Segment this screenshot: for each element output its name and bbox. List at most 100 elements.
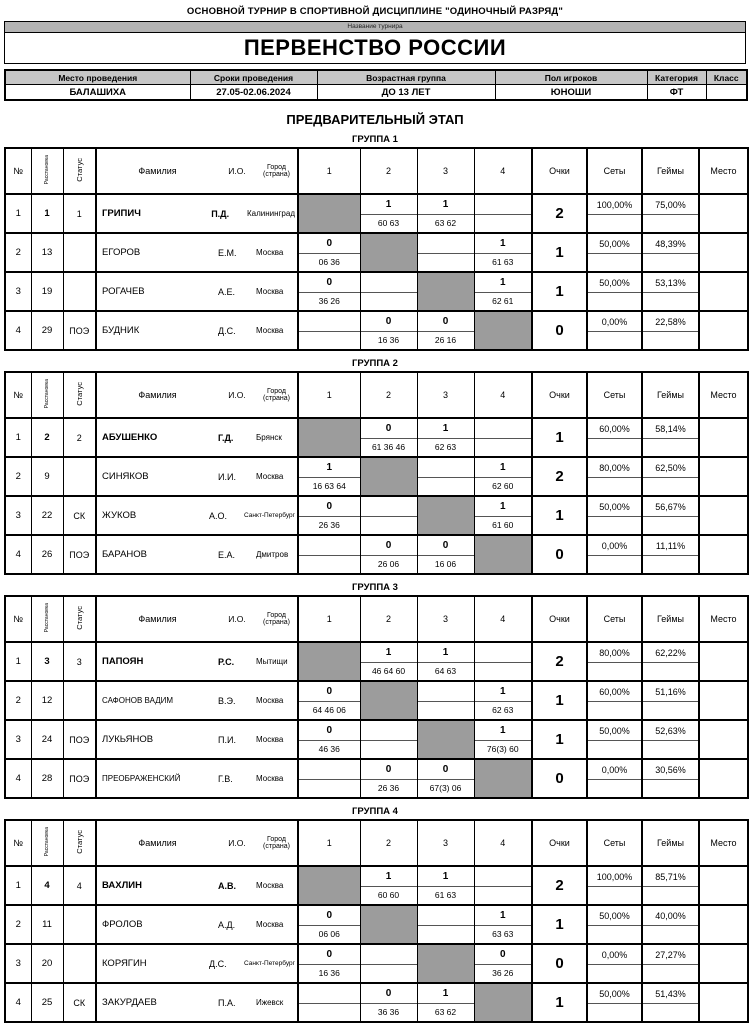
player-place <box>698 680 748 720</box>
match-result <box>418 459 474 478</box>
player-name-parts: БУДНИК Д.С. Москва <box>98 313 297 349</box>
group-title: ГРУППА 4 <box>352 806 398 817</box>
col-header-seeding: Расстановка <box>30 820 63 867</box>
player-city: Брянск <box>256 433 282 442</box>
sets-percent-empty <box>589 439 641 456</box>
match-score: 64 63 <box>434 665 457 676</box>
match-result: 1 <box>475 722 531 741</box>
player-seeding: 4 <box>30 865 63 905</box>
games-percent-empty <box>644 926 698 943</box>
match-result: 1 <box>418 985 474 1004</box>
player-seeding: 13 <box>30 232 63 272</box>
sets-percent-value: 50,00% <box>589 498 641 517</box>
match-score: 62 60 <box>492 480 514 491</box>
match-cell-self <box>359 680 417 720</box>
info-header-age-group: Возрастная группа <box>316 69 496 85</box>
match-result: 1 <box>475 459 531 478</box>
sets-percent-value: 50,00% <box>589 907 641 926</box>
player-number: 4 <box>5 310 31 350</box>
player-name-parts: ЗАКУРДАЕВ П.А. Ижевск <box>98 985 297 1021</box>
player-name-cell: САФОНОВ ВАДИМ В.Э. Москва <box>95 680 298 720</box>
col-header-seeding-label: Расстановка <box>43 827 50 857</box>
player-city: Москва <box>256 881 284 890</box>
player-number: 2 <box>5 680 31 720</box>
player-name-parts: АБУШЕНКО Г.Д. Брянск <box>98 420 297 456</box>
col-header-seeding-label: Расстановка <box>43 603 50 633</box>
player-seeding: 9 <box>30 456 63 496</box>
match-result: 1 <box>418 868 474 887</box>
player-row: 2 9 СИНЯКОВ И.И. Москва 1 16 63 64 1 62 60 2 80,00… <box>5 456 748 496</box>
group-table: № Расстановка Статус Фамилия И.О. Город (стра… <box>4 371 749 575</box>
col-header-initials: И.О. <box>228 166 246 176</box>
match-score: 16 36 <box>377 334 400 345</box>
player-seeding: 20 <box>30 943 63 983</box>
match-score: 26 36 <box>318 519 340 530</box>
col-header-player-parts: Фамилия И.О. Город (страна) <box>98 597 297 640</box>
player-games-percent: 27,27% <box>641 943 699 983</box>
player-seeding: 2 <box>30 417 63 457</box>
player-city: Санкт-Петербург <box>244 960 295 967</box>
player-initials: Е.А. <box>218 549 236 560</box>
match-cell <box>416 904 474 944</box>
games-percent-empty <box>644 741 698 758</box>
col-header-points: Очки <box>531 596 587 643</box>
player-status: 2 <box>62 417 96 457</box>
player-name-parts: РОГАЧЕВ А.Е. Москва <box>98 274 297 310</box>
match-score <box>475 887 531 904</box>
player-name-parts: СИНЯКОВ И.И. Москва <box>98 459 297 495</box>
info-value-venue: БАЛАШИХА <box>4 84 191 101</box>
sets-percent-value: 100,00% <box>589 868 641 887</box>
match-result <box>418 683 474 702</box>
tournament-name: ПЕРВЕНСТВО РОССИИ <box>243 35 507 60</box>
player-seeding: 19 <box>30 271 63 311</box>
sets-percent-value: 60,00% <box>589 420 641 439</box>
sets-percent-value: 80,00% <box>589 459 641 478</box>
games-percent-empty <box>644 702 698 719</box>
col-header-number: № <box>5 372 31 419</box>
games-percent-empty <box>644 556 698 573</box>
match-score: 16 63 64 <box>312 480 346 491</box>
col-header-opponent-4: 4 <box>473 820 532 867</box>
match-cell <box>359 495 417 535</box>
player-row: 3 19 РОГАЧЕВ А.Е. Москва 0 36 26 1 62 61 1 50,00% 5… <box>5 271 748 311</box>
match-score: 60 63 <box>377 217 400 228</box>
match-cell-self <box>416 495 474 535</box>
player-name-cell: КОРЯГИН Д.С. Санкт-Петербург <box>95 943 298 983</box>
col-header-status: Статус <box>62 820 96 867</box>
player-sets-percent: 0,00% <box>586 310 642 350</box>
player-points: 2 <box>531 865 587 905</box>
match-score <box>300 332 360 349</box>
player-games-percent: 56,67% <box>641 495 699 535</box>
match-cell-self <box>416 719 474 759</box>
player-name-cell: ПАПОЯН Р.С. Мытищи <box>95 641 298 681</box>
player-place <box>698 865 748 905</box>
col-header-status: Статус <box>62 596 96 643</box>
player-seeding: 1 <box>30 193 63 233</box>
discipline-title: ОСНОВНОЙ ТУРНИР В СПОРТИВНОЙ ДИСЦИПЛИНЕ … <box>186 6 564 17</box>
match-score: 36 26 <box>318 295 340 306</box>
match-result <box>475 868 531 887</box>
player-row: 1 4 4 ВАХЛИН А.В. Москва 1 60 60 1 61 63 2 100,00% 8… <box>5 865 748 905</box>
player-name-parts: ГРИПИЧ П.Д. Калининград <box>98 196 297 232</box>
match-score: 62 61 <box>492 295 514 306</box>
player-row: 2 13 ЕГОРОВ Е.М. Москва 0 06 36 1 61 63 1 50,00% 48… <box>5 232 748 272</box>
col-header-player-parts: Фамилия И.О. Город (страна) <box>98 373 297 416</box>
match-score: 76(3) 60 <box>486 743 519 754</box>
player-surname: ПАПОЯН <box>102 656 144 667</box>
player-name-parts: ЕГОРОВ Е.М. Москва <box>98 235 297 271</box>
player-number: 3 <box>5 719 31 759</box>
player-initials: Р.С. <box>218 656 235 667</box>
match-result: 0 <box>300 235 360 254</box>
match-result <box>300 985 360 1004</box>
match-cell: 0 16 36 <box>359 310 417 350</box>
stage-title: ПРЕДВАРИТЕЛЬНЫЙ ЭТАП <box>286 112 464 127</box>
player-initials: П.Д. <box>211 208 230 219</box>
match-score: 61 63 <box>434 889 457 900</box>
sets-percent-empty <box>589 556 641 573</box>
games-percent-value: 56,67% <box>644 498 698 517</box>
player-row: 2 11 ФРОЛОВ А.Д. Москва 0 06 06 1 63 63 1 50,00% 40… <box>5 904 748 944</box>
col-header-points: Очки <box>531 820 587 867</box>
col-header-player: Фамилия И.О. Город (страна) <box>95 820 298 867</box>
player-name-cell: ВАХЛИН А.В. Москва <box>95 865 298 905</box>
player-number: 1 <box>5 865 31 905</box>
